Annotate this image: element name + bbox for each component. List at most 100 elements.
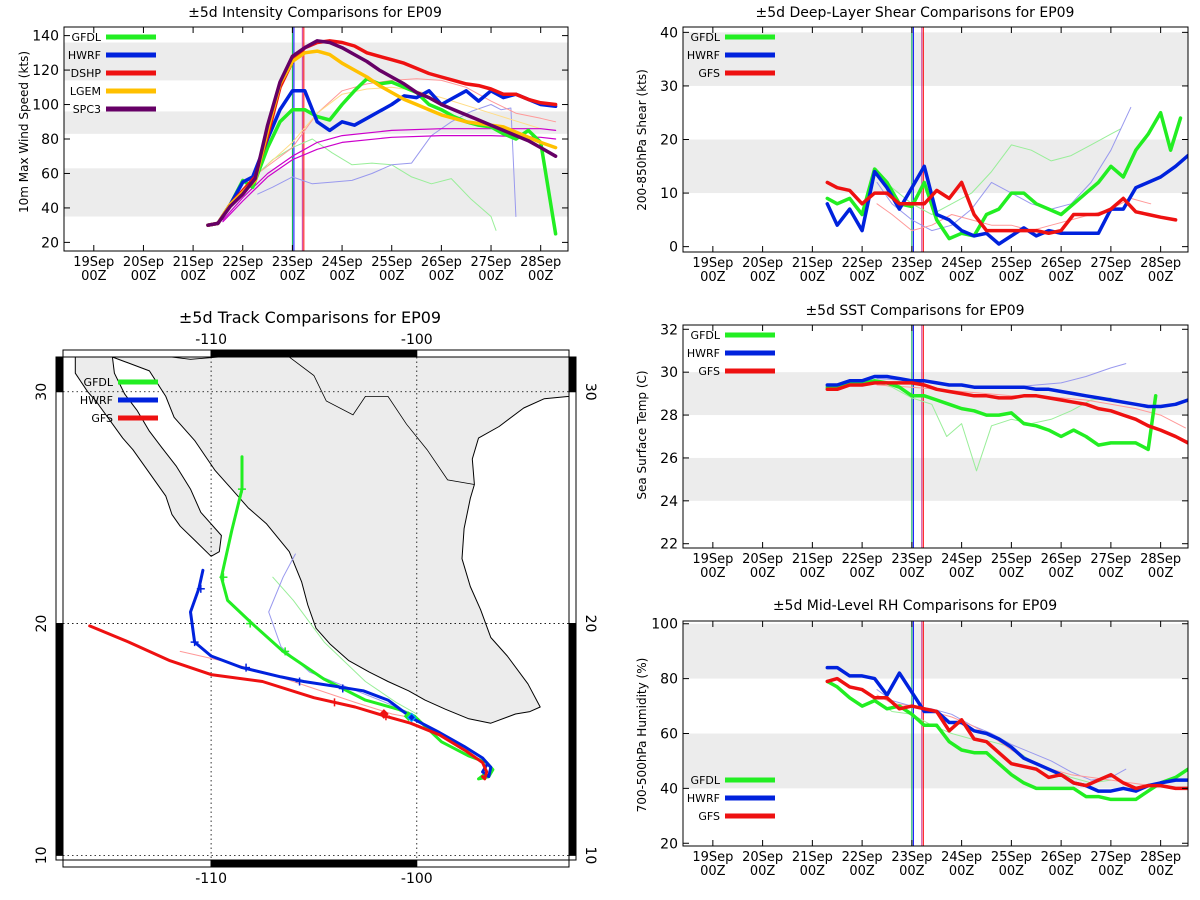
intensity-xtick-sub-9: 00Z — [528, 269, 554, 284]
intensity-series-hwrf-prev — [257, 104, 517, 217]
shear-ytick-label-20: 20 — [660, 133, 678, 149]
sst-xtick-label-8: 27Sep — [1090, 552, 1131, 567]
rh-ytick-label-60: 60 — [660, 727, 678, 743]
intensity-xtick-sub-7: 00Z — [429, 269, 455, 284]
sst-chart: ±5d SST Comparisons for EP09 Sea Surface… — [635, 303, 1189, 581]
shear-xtick-sub-8: 00Z — [1098, 270, 1124, 285]
shear-xtick-label-2: 21Sep — [792, 256, 833, 271]
intensity-title: ±5d Intensity Comparisons for EP09 — [188, 5, 442, 21]
shear-xtick-sub-6: 00Z — [999, 270, 1025, 285]
frame-left-seg-0 — [55, 356, 64, 393]
sst-ytick-label-24: 24 — [660, 494, 678, 510]
intensity-xtick-label-1: 20Sep — [123, 255, 164, 270]
intensity-legend-label-gfdl: GFDL — [72, 31, 102, 44]
rh-xtick-label-2: 21Sep — [792, 850, 833, 865]
shear-xtick-sub-1: 00Z — [750, 270, 776, 285]
track-map: ±5d Track Comparisons for EP09 -110 -110 -… — [34, 308, 598, 887]
rh-xtick-label-5: 24Sep — [941, 850, 982, 865]
sst-xtick-label-4: 23Sep — [891, 552, 932, 567]
sst-ytick-label-30: 30 — [660, 365, 678, 381]
sst-xtick-sub-1: 00Z — [750, 566, 776, 581]
lat-label-right-30: 30 — [582, 383, 598, 401]
sst-xtick-label-0: 19Sep — [692, 552, 733, 567]
lon-label-top-100: -100 — [401, 332, 433, 348]
sst-xtick-sub-9: 00Z — [1148, 566, 1174, 581]
shear-xtick-sub-0: 00Z — [700, 270, 726, 285]
frame-right-seg-0 — [568, 356, 577, 393]
shear-series-gfdl-prev — [876, 128, 1122, 215]
lon-label-bottom-100: -100 — [401, 871, 433, 887]
intensity-legend-label-hwrf: HWRF — [68, 49, 101, 62]
intensity-series-gfdl-prev — [257, 138, 497, 231]
intensity-xtick-sub-8: 00Z — [478, 269, 504, 284]
intensity-xtick-label-5: 24Sep — [322, 255, 363, 270]
rh-xtick-label-0: 19Sep — [692, 850, 733, 865]
rh-xtick-label-4: 23Sep — [891, 850, 932, 865]
intensity-xtick-sub-5: 00Z — [329, 269, 355, 284]
shear-xtick-sub-9: 00Z — [1148, 270, 1174, 285]
shear-series-hwrf-prev — [876, 106, 1132, 232]
shear-xtick-label-5: 24Sep — [941, 256, 982, 271]
shear-series-gfs — [825, 180, 1178, 236]
sst-ytick-label-22: 22 — [660, 537, 678, 553]
shear-ylabel: 200-850hPa Shear (kts) — [635, 69, 649, 211]
rh-xtick-sub-4: 00Z — [899, 864, 925, 879]
frame-bottom-seg-0 — [62, 859, 212, 868]
intensity-xtick-label-8: 27Sep — [471, 255, 512, 270]
sst-band-1 — [683, 372, 1188, 416]
track-legend-label-hwrf: HWRF — [80, 394, 113, 407]
frame-left-seg-3 — [55, 854, 64, 861]
shear-legend-label-gfs: GFS — [698, 67, 720, 80]
intensity-ytick-label-140: 140 — [32, 29, 59, 45]
rh-series-gfdl — [825, 679, 1188, 802]
sst-xtick-sub-4: 00Z — [899, 566, 925, 581]
rh-xtick-sub-0: 00Z — [700, 864, 726, 879]
intensity-xtick-sub-3: 00Z — [230, 269, 256, 284]
shear-ytick-label-40: 40 — [660, 25, 678, 41]
rh-xtick-sub-7: 00Z — [1048, 864, 1074, 879]
shear-band-1 — [683, 32, 1188, 86]
rh-legend-label-hwrf: HWRF — [687, 792, 720, 805]
shear-xtick-label-3: 22Sep — [842, 256, 883, 271]
shear-xtick-label-8: 27Sep — [1090, 256, 1131, 271]
intensity-xtick-sub-0: 00Z — [81, 269, 107, 284]
sst-xtick-sub-0: 00Z — [700, 566, 726, 581]
intensity-xtick-label-2: 21Sep — [173, 255, 214, 270]
shear-ytick-label-10: 10 — [660, 186, 678, 202]
shear-chart: ±5d Deep-Layer Shear Comparisons for EP0… — [635, 5, 1189, 285]
rh-ytick-label-40: 40 — [660, 781, 678, 797]
rh-xtick-sub-1: 00Z — [750, 864, 776, 879]
shear-xtick-sub-4: 00Z — [899, 270, 925, 285]
intensity-chart: ±5d Intensity Comparisons for EP09 10m M… — [17, 5, 569, 284]
sst-data — [825, 325, 1188, 548]
lat-label-right-10: 10 — [582, 846, 598, 864]
rh-legend-label-gfs: GFS — [698, 810, 720, 823]
rh-xtick-sub-5: 00Z — [949, 864, 975, 879]
frame-bottom-seg-2 — [416, 859, 570, 868]
rh-xtick-label-1: 20Sep — [742, 850, 783, 865]
intensity-series-lgem-prev — [267, 86, 542, 166]
intensity-ytick-label-120: 120 — [32, 63, 59, 79]
country-border — [65, 357, 475, 485]
track-legend-label-gfdl: GFDL — [84, 376, 114, 389]
sst-xtick-label-2: 21Sep — [792, 552, 833, 567]
rh-xtick-label-3: 22Sep — [842, 850, 883, 865]
sst-frame — [682, 324, 1189, 549]
intensity-xtick-label-6: 25Sep — [371, 255, 412, 270]
shear-xtick-label-9: 28Sep — [1140, 256, 1181, 271]
sst-legend-label-gfs: GFS — [698, 365, 720, 378]
track-gfdl — [219, 455, 495, 781]
sst-title: ±5d SST Comparisons for EP09 — [805, 303, 1024, 319]
sst-xtick-label-9: 28Sep — [1140, 552, 1181, 567]
track-data — [63, 357, 569, 860]
sst-xtick-label-1: 20Sep — [742, 552, 783, 567]
sst-xtick-sub-5: 00Z — [949, 566, 975, 581]
rh-xtick-sub-2: 00Z — [800, 864, 826, 879]
rh-ylabel: 700-500hPa Humidity (%) — [635, 658, 649, 813]
lat-label-right-20: 20 — [582, 615, 598, 633]
shear-xtick-sub-5: 00Z — [949, 270, 975, 285]
rh-ytick-label-20: 20 — [660, 836, 678, 852]
sst-xtick-sub-6: 00Z — [999, 566, 1025, 581]
lon-label-top-110: -110 — [195, 332, 227, 348]
intensity-xtick-sub-2: 00Z — [180, 269, 206, 284]
